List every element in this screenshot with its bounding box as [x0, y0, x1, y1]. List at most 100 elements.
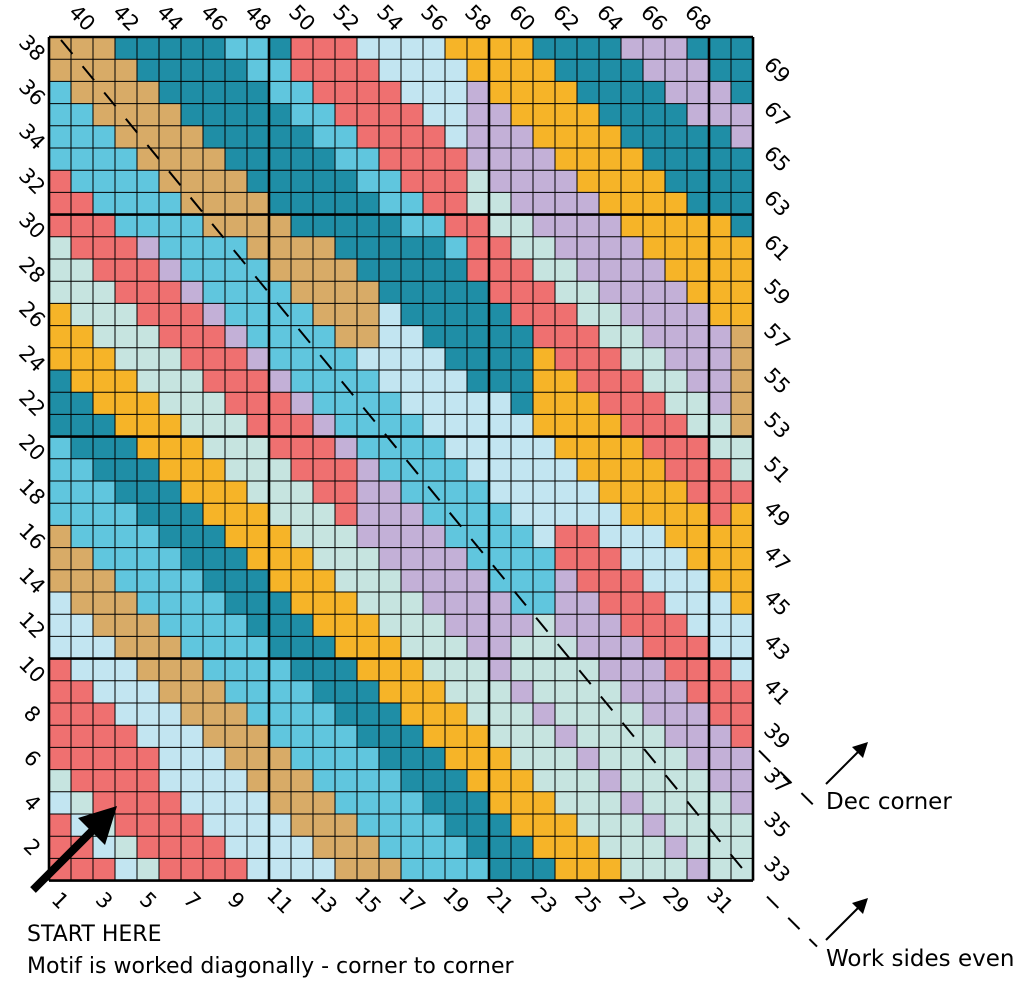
grid-cell	[291, 525, 313, 548]
grid-cell	[467, 814, 489, 837]
grid-cell	[225, 725, 247, 748]
grid-cell	[621, 592, 643, 615]
grid-cell	[247, 325, 269, 348]
grid-cell	[577, 680, 599, 703]
grid-cell	[269, 170, 291, 193]
grid-cell	[291, 436, 313, 459]
grid-cell	[599, 458, 621, 481]
grid-cell	[577, 414, 599, 437]
grid-cell	[621, 37, 643, 60]
grid-cell	[621, 103, 643, 126]
grid-cell	[511, 259, 533, 282]
grid-cell	[401, 148, 423, 171]
grid-cell	[621, 836, 643, 859]
grid-cell	[665, 858, 687, 881]
grid-cell	[269, 636, 291, 659]
grid-cell	[49, 103, 71, 126]
grid-cell	[247, 680, 269, 703]
grid-cell	[577, 148, 599, 171]
grid-cell	[445, 503, 467, 526]
grid-cell	[423, 791, 445, 814]
grid-cell	[599, 392, 621, 415]
grid-cell	[269, 791, 291, 814]
grid-cell	[731, 614, 753, 637]
grid-cell	[335, 414, 357, 437]
grid-cell	[621, 614, 643, 637]
grid-cell	[687, 614, 709, 637]
grid-cell	[555, 436, 577, 459]
grid-cell	[225, 37, 247, 60]
grid-cell	[665, 59, 687, 82]
grid-cell	[93, 59, 115, 82]
grid-cell	[379, 725, 401, 748]
grid-cell	[709, 747, 731, 770]
grid-cell	[291, 303, 313, 326]
grid-cell	[159, 192, 181, 215]
grid-cell	[247, 658, 269, 681]
grid-cell	[731, 769, 753, 792]
grid-cell	[709, 614, 731, 637]
grid-cell	[291, 481, 313, 504]
grid-cell	[489, 481, 511, 504]
grid-cell	[665, 281, 687, 304]
grid-cell	[401, 614, 423, 637]
grid-cell	[577, 592, 599, 615]
grid-cell	[467, 436, 489, 459]
grid-cell	[555, 236, 577, 259]
grid-cell	[225, 503, 247, 526]
grid-cell	[225, 236, 247, 259]
grid-cell	[159, 236, 181, 259]
grid-cell	[269, 37, 291, 60]
grid-cell	[49, 414, 71, 437]
grid-cell	[181, 569, 203, 592]
grid-cell	[225, 592, 247, 615]
grid-cell	[621, 214, 643, 237]
grid-cell	[291, 725, 313, 748]
grid-cell	[93, 325, 115, 348]
grid-cell	[203, 725, 225, 748]
grid-cell	[357, 703, 379, 726]
grid-cell	[731, 458, 753, 481]
row-label-right: 49	[759, 496, 795, 532]
grid-cell	[71, 325, 93, 348]
grid-cell	[731, 503, 753, 526]
grid-cell	[159, 103, 181, 126]
grid-cell	[533, 414, 555, 437]
grid-cell	[599, 281, 621, 304]
grid-cell	[577, 836, 599, 859]
grid-cell	[621, 325, 643, 348]
grid-cell	[159, 370, 181, 393]
grid-cell	[357, 170, 379, 193]
grid-cell	[643, 636, 665, 659]
column-label-bottom: 7	[179, 887, 205, 913]
grid-cell	[709, 192, 731, 215]
grid-cell	[665, 347, 687, 370]
grid-cell	[665, 703, 687, 726]
grid-cell	[731, 347, 753, 370]
grid-cell	[379, 414, 401, 437]
grid-cell	[533, 525, 555, 548]
column-label-bottom: 19	[438, 883, 474, 919]
grid-cell	[533, 303, 555, 326]
grid-cell	[467, 791, 489, 814]
grid-cell	[269, 370, 291, 393]
grid-cell	[203, 303, 225, 326]
grid-cell	[709, 370, 731, 393]
grid-cell	[335, 303, 357, 326]
grid-cell	[533, 791, 555, 814]
grid-cell	[313, 125, 335, 148]
grid-cell	[137, 392, 159, 415]
grid-cell	[71, 525, 93, 548]
grid-cell	[445, 170, 467, 193]
grid-cell	[511, 636, 533, 659]
grid-cell	[49, 814, 71, 837]
grid-cell	[709, 37, 731, 60]
grid-cell	[511, 236, 533, 259]
grid-cell	[291, 614, 313, 637]
grid-cell	[401, 747, 423, 770]
grid-cell	[467, 347, 489, 370]
grid-cell	[181, 81, 203, 104]
grid-cell	[467, 148, 489, 171]
grid-cell	[335, 592, 357, 615]
grid-cell	[225, 103, 247, 126]
